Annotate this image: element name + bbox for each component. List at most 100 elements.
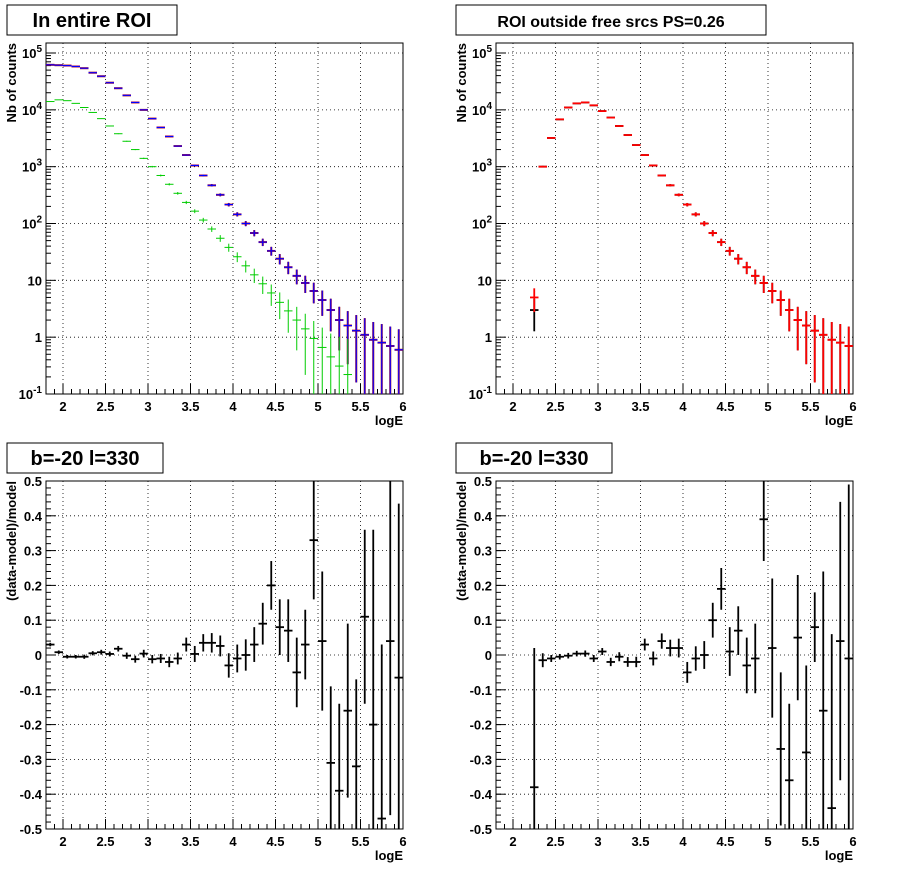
data-point [547,655,556,662]
data-point [691,212,700,217]
data-point [88,111,97,113]
y-tick-base: 10 [22,103,36,118]
y-tick-label: 1 [35,330,42,345]
x-tick-label: 3 [594,399,601,414]
data-point [793,306,802,351]
x-tick-label: 2 [509,399,516,414]
data-point [555,653,564,660]
y-tick-label: -0.3 [470,752,492,767]
data-point [148,655,157,664]
y-tick-base: 10 [472,160,486,175]
y-tick-base: 10 [22,160,36,175]
data-point [751,623,760,694]
x-tick-label: 3.5 [181,834,199,849]
data-point [241,639,250,671]
data-point [819,571,828,829]
data-point [207,633,216,653]
data-point [615,652,624,662]
y-tick-label: 0.4 [474,509,493,524]
data-point [632,144,641,146]
x-tick-label: 2 [59,399,66,414]
data-point [114,133,123,135]
data-point [326,686,335,829]
data-point [530,288,539,313]
data-point [148,165,157,168]
data-point [309,321,318,394]
data-point [742,637,751,694]
data-point [776,672,785,826]
data-point [759,481,768,562]
x-tick-label: 3.5 [181,399,199,414]
data-point [836,324,845,394]
data-point [666,639,675,657]
data-point [734,606,743,655]
y-tick-label: 105 [22,44,42,61]
data-point [810,315,819,383]
y-tick-exponent: 4 [486,101,492,112]
data-point [598,648,607,655]
data-point [335,703,344,829]
data-point [377,644,386,829]
y-tick-label: 102 [22,215,42,232]
data-point [190,164,199,167]
data-point [267,246,276,256]
x-tick-label: 3.5 [631,834,649,849]
chart-title: b=-20 l=330 [455,442,613,474]
panel-top-right: 2 2.5 3 3.5 4 4.5 5 5.5 610-1110102103104105logE… [454,4,857,428]
data-point [148,118,157,120]
data-point [776,290,785,316]
data-point [785,298,794,332]
x-tick-label: 2.5 [546,834,564,849]
y-tick-label: -0.1 [20,683,42,698]
data-point [734,254,743,265]
x-tick-label: 4 [229,399,237,414]
data-point [224,653,233,678]
data-point [623,134,632,136]
data-point [326,298,335,332]
y-tick-label: 0 [35,648,42,663]
series [46,99,352,394]
chart-title: In entire ROI [6,4,178,36]
data-point [199,217,208,223]
y-tick-label: -0.5 [20,822,42,837]
data-point [207,226,216,232]
series [530,101,853,394]
data-point [369,322,378,394]
plot-frame [45,480,404,830]
y-tick-base: 10 [472,103,486,118]
plot-frame [45,42,404,395]
y-tick-label: 104 [472,101,492,118]
chart-title: ROI outside free srcs PS=0.26 [455,4,767,36]
data-point [156,653,165,664]
data-point [54,650,63,654]
y-tick-base: 10 [472,46,486,61]
data-point [258,238,267,247]
panel-bottom-left: 2 2.5 3 3.5 4 4.5 5 5.5 6 -0.5 -0.4 -0.3 -0.2 -0.1 0 0.… [4,442,407,863]
x-tick-label: 2.5 [96,834,114,849]
chart-title-box [455,442,613,474]
data-point [105,651,114,657]
data-point [394,503,403,829]
y-axis-label: Nb of counts [4,43,19,122]
data-point [233,212,242,217]
chart-title-box [6,442,164,474]
data-point [97,118,106,120]
data-point [360,318,369,394]
data-point [309,481,318,600]
x-tick-label: 5.5 [351,834,369,849]
data-point [649,651,658,666]
data-point [335,336,344,394]
data-point [301,609,310,680]
x-tick-label: 4.5 [266,834,284,849]
data-point [267,284,276,306]
data-point [759,275,768,293]
x-tick-label: 2.5 [96,399,114,414]
data-point [233,644,242,673]
data-point [224,202,233,207]
data-point [836,501,845,781]
data-point [284,599,293,662]
data-point [683,661,692,683]
data-point [768,282,777,304]
data-point [190,645,199,662]
data-point [139,157,148,160]
